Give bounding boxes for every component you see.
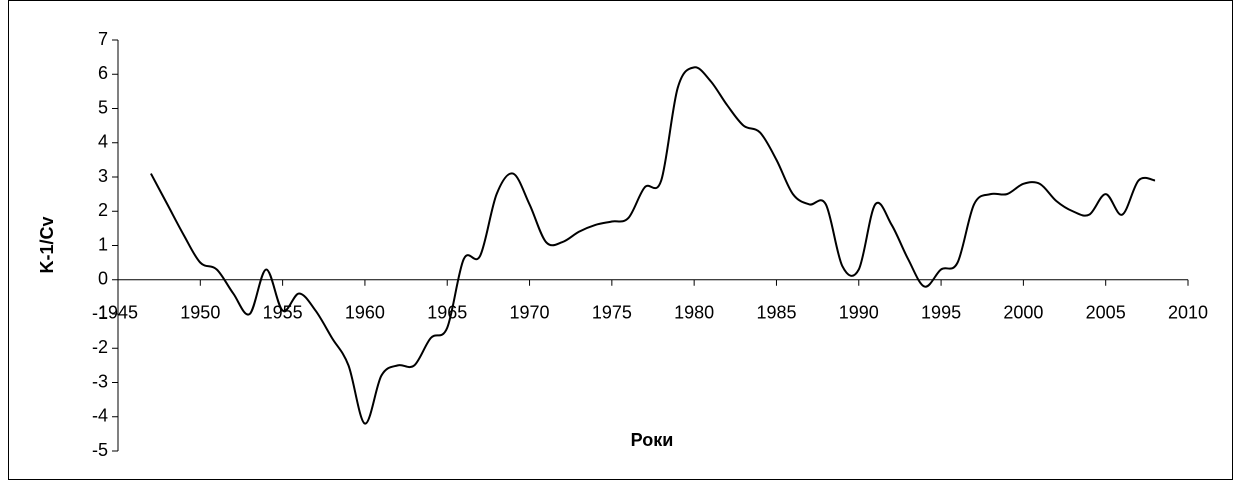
x-tick-label: 1975 [592,303,632,323]
y-tick-label: 4 [98,132,108,152]
x-tick-label: 1980 [674,303,714,323]
y-tick-label: -1 [92,303,108,323]
x-tick-label: 1965 [427,303,467,323]
y-tick-label: -4 [92,406,108,426]
y-axis-title: K-1/Cv [37,216,57,273]
x-tick-label: 1990 [839,303,879,323]
y-tick-label: 0 [98,269,108,289]
x-tick-label: 1955 [263,303,303,323]
x-tick-label: 1995 [921,303,961,323]
y-tick-label: 2 [98,200,108,220]
y-tick-label: 6 [98,63,108,83]
x-tick-label: 2000 [1003,303,1043,323]
y-tick-label: -3 [92,371,108,391]
x-tick-label: 1985 [756,303,796,323]
y-tick-label: 1 [98,234,108,254]
y-tick-label: 3 [98,166,108,186]
x-tick-label: 1950 [180,303,220,323]
x-tick-label: 1945 [98,303,138,323]
x-tick-label: 2005 [1086,303,1126,323]
line-series [150,66,1156,425]
y-tick-label: 5 [98,97,108,117]
y-tick-label: 7 [98,29,108,49]
y-tick-label: -2 [92,337,108,357]
x-tick-label: 1960 [345,303,385,323]
y-tick-label: -5 [92,440,108,460]
x-tick-label: 2010 [1168,303,1208,323]
chart-frame [8,0,1233,480]
x-tick-label: 1970 [510,303,550,323]
x-axis-title: Роки [631,430,674,450]
